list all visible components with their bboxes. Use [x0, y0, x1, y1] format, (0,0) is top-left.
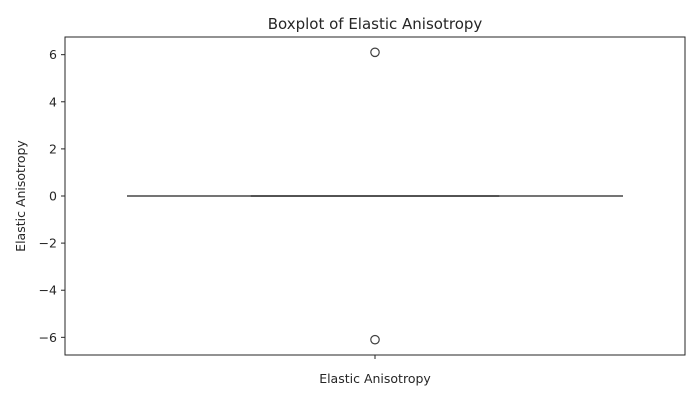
x-axis-label: Elastic Anisotropy: [319, 371, 431, 386]
outlier-point: [370, 47, 380, 58]
y-tick-label: 4: [49, 94, 57, 109]
y-tick-label: 6: [49, 47, 57, 62]
chart-title: Boxplot of Elastic Anisotropy: [268, 15, 483, 33]
box-series: [127, 47, 623, 345]
y-tick-label: −2: [39, 236, 57, 251]
plot-area: [127, 47, 623, 345]
y-tick-label: 2: [49, 141, 57, 156]
y-tick-label: −6: [39, 330, 57, 345]
y-axis: −6 −4 −2 0 2 4 6: [39, 47, 65, 345]
y-axis-label: Elastic Anisotropy: [13, 140, 28, 252]
y-tick-label: −4: [39, 283, 57, 298]
outlier-point: [370, 334, 380, 345]
y-tick-label: 0: [49, 189, 57, 204]
